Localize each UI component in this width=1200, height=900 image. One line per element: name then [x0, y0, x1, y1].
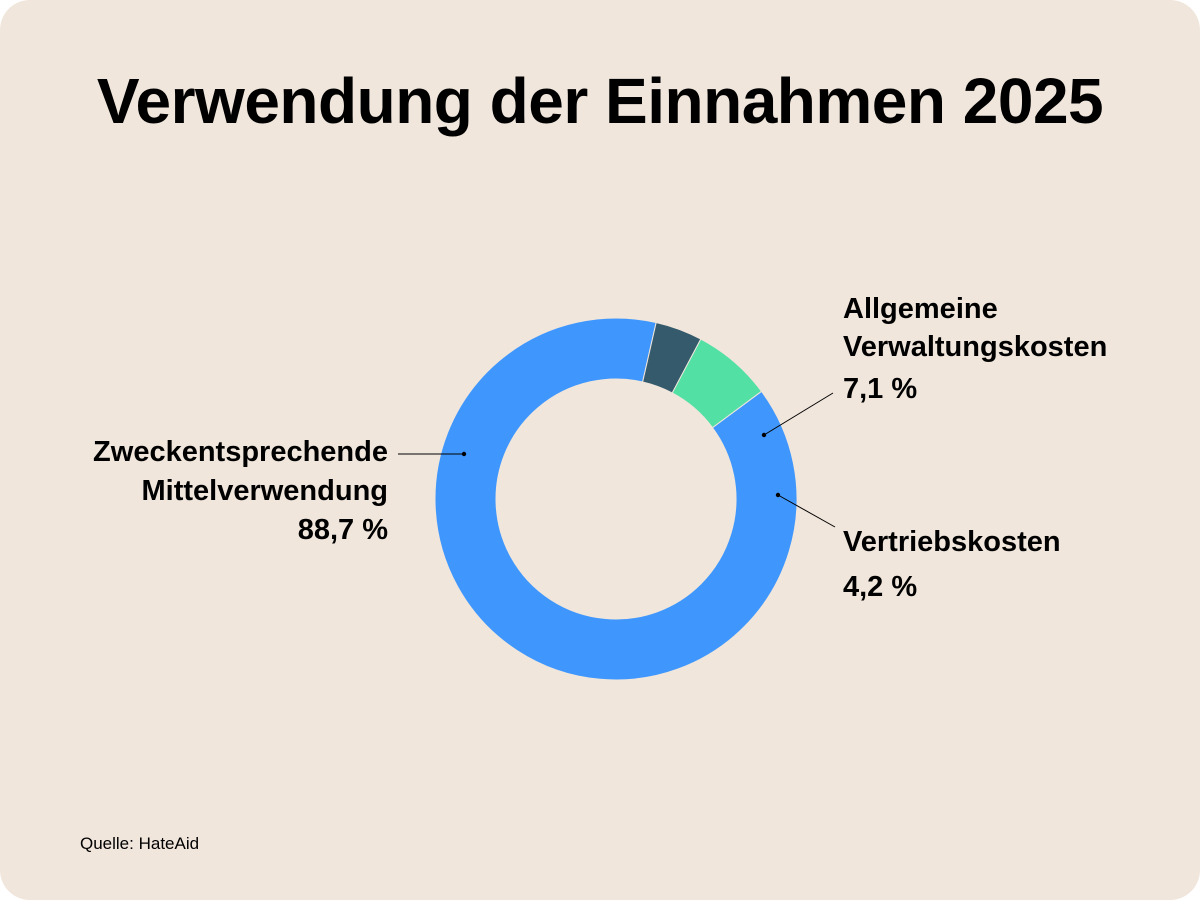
slice-label-name-1-line-0: Vertriebskosten — [843, 526, 1061, 558]
leader-line-2 — [763, 392, 834, 436]
slice-label-value-0: 88,7 % — [298, 514, 388, 546]
leader-dot-2 — [761, 432, 767, 438]
slice-label-value-1: 4,2 % — [843, 571, 917, 603]
slice-label-value-2: 7,1 % — [843, 373, 917, 405]
slice-label-name-2-line-0: Allgemeine — [843, 293, 998, 325]
donut-slice-0 — [434, 317, 798, 681]
donut-slice-2 — [671, 338, 763, 429]
slice-label-name-0-line-0: Zweckentsprechende — [93, 436, 388, 468]
slice-label-name-0-line-1: Mittelverwendung — [141, 475, 388, 507]
leader-lines — [398, 392, 836, 528]
leader-line-1 — [777, 494, 836, 528]
donut-slices — [434, 317, 798, 681]
source-note: Quelle: HateAid — [80, 834, 200, 853]
leader-dot-1 — [775, 492, 781, 498]
slice-label-name-2-line-1: Verwaltungskosten — [843, 331, 1107, 363]
leader-dot-0 — [461, 451, 467, 457]
chart-title: Verwendung der Einnahmen 2025 — [96, 65, 1104, 137]
